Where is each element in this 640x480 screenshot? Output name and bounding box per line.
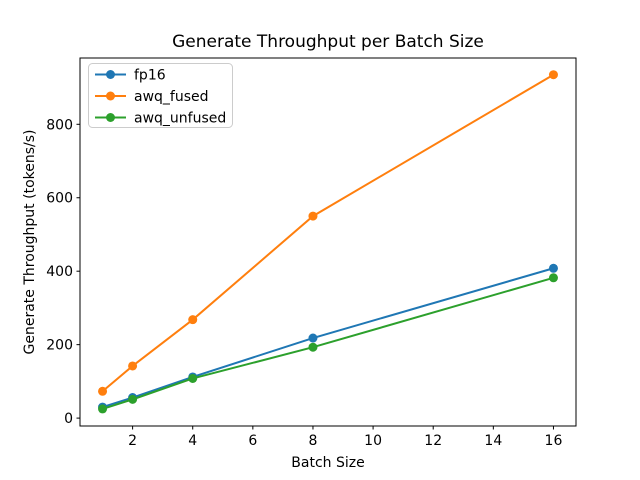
x-tick-label: 6 (248, 433, 257, 449)
x-tick-label: 10 (364, 433, 382, 449)
legend-label-awq_fused: awq_fused (134, 89, 209, 105)
y-axis-label: Generate Throughput (tokens/s) (22, 130, 38, 355)
plot-area: 2 4 6 8 10 12 14 16 0 200 400 600 800 (46, 57, 577, 449)
series-marker-fp16 (548, 263, 558, 273)
x-tick-label: 12 (424, 433, 442, 449)
x-tick-label: 2 (128, 433, 137, 449)
x-tick-label: 16 (545, 433, 563, 449)
series-marker-awq_fused (548, 70, 558, 80)
y-tick-label: 0 (64, 411, 73, 427)
legend-marker-fp16 (106, 70, 115, 79)
x-tick-label: 14 (484, 433, 502, 449)
series-marker-awq_fused (98, 386, 108, 396)
legend-marker-awq_unfused (106, 113, 115, 122)
series-marker-fp16 (308, 333, 318, 343)
series-marker-awq_unfused (128, 394, 138, 404)
legend-box (88, 63, 233, 128)
series-marker-awq_unfused (308, 342, 318, 352)
legend-marker-awq_fused (106, 91, 115, 101)
x-tick-label: 4 (188, 433, 197, 449)
series-marker-awq_unfused (188, 373, 198, 383)
series-marker-awq_unfused (98, 404, 108, 414)
legend-label-fp16: fp16 (134, 68, 166, 84)
y-tick-label: 200 (46, 338, 73, 354)
series-marker-awq_fused (188, 315, 198, 325)
series-marker-awq_fused (128, 361, 138, 371)
series-line-awq_unfused (101, 276, 555, 410)
x-axis-label: Batch Size (291, 455, 364, 471)
y-tick-label: 400 (46, 264, 73, 280)
series-marker-awq_fused (308, 211, 318, 221)
chart-title: Generate Throughput per Batch Size (172, 32, 484, 52)
legend: fp16 awq_fused awq_unfused (88, 63, 233, 128)
series-marker-awq_unfused (548, 273, 558, 283)
y-tick-label: 600 (46, 191, 73, 207)
plot-border (79, 57, 577, 427)
legend-label-awq_unfused: awq_unfused (134, 111, 226, 127)
y-tick-label: 800 (46, 117, 73, 133)
x-tick-label: 8 (309, 433, 318, 449)
